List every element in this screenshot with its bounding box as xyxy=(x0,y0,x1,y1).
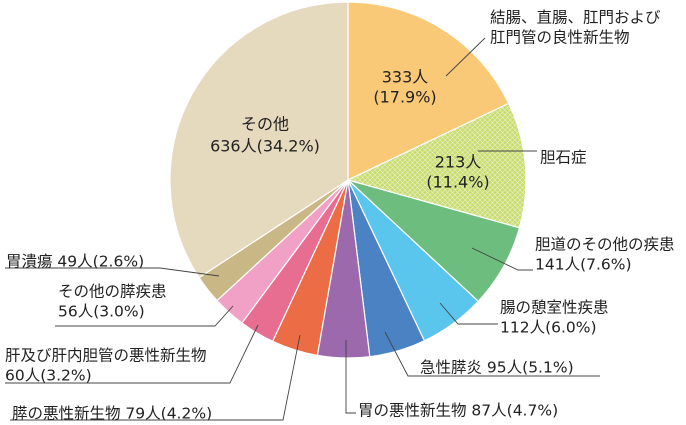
pie-slice xyxy=(169,1,349,279)
slice-label: (11.4%) xyxy=(426,173,489,192)
leader-line xyxy=(445,37,486,77)
slice-label: 急性膵炎 95人(5.1%) xyxy=(420,359,574,377)
slice-label: 333人 xyxy=(382,68,429,87)
slice-label: 636人(34.2%) xyxy=(210,137,320,156)
leader-line xyxy=(384,331,600,377)
leader-line xyxy=(10,334,301,421)
slice-label: 胆石症 xyxy=(540,149,587,167)
slice-label: 胃の悪性新生物 87人(4.7%) xyxy=(358,402,558,420)
pie-slice xyxy=(346,102,527,229)
slice-label: 胃潰瘍 49人(2.6%) xyxy=(6,253,144,271)
slice-label: 肝及び肝内胆管の悪性新生物 xyxy=(5,347,207,365)
slice-label: 結腸、直腸、肛門および xyxy=(490,9,661,27)
pie-slices xyxy=(169,1,527,359)
slice-label: 肛門管の良性新生物 xyxy=(490,29,630,47)
slice-label: 141人(7.6%) xyxy=(535,256,632,274)
slice-label: 60人(3.2%) xyxy=(5,367,92,385)
slice-label: 膵の悪性新生物 79人(4.2%) xyxy=(12,405,212,423)
leader-line xyxy=(439,302,498,325)
leader-line xyxy=(471,247,533,271)
pie-slice xyxy=(347,1,510,181)
slice-label: その他の膵疾患 xyxy=(58,283,167,301)
leader-line xyxy=(345,340,356,414)
slice-label: 胆道のその他の疾患 xyxy=(535,236,675,254)
slice-label: その他 xyxy=(241,115,289,134)
leader-line xyxy=(55,305,234,327)
slice-label: 213人 xyxy=(435,153,482,172)
slice-label: 56人(3.0%) xyxy=(58,303,145,321)
leader-lines xyxy=(5,37,600,421)
slice-label: 腸の憩室性疾患 xyxy=(500,299,609,317)
leader-line xyxy=(5,324,259,384)
leader-line xyxy=(5,267,220,277)
slice-label: 112人(6.0%) xyxy=(500,319,597,337)
slice-label: (17.9%) xyxy=(373,88,436,107)
